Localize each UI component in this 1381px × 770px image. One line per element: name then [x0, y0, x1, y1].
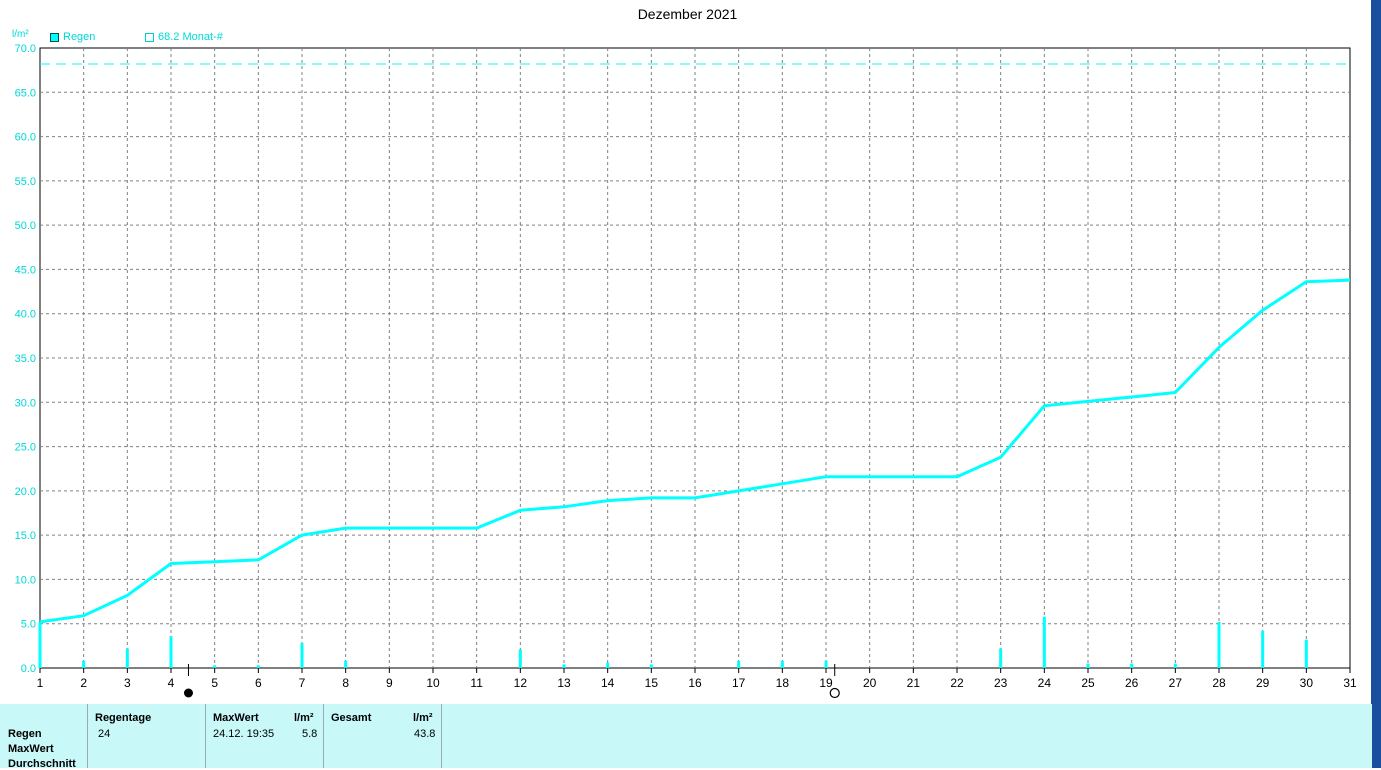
y-axis-unit: l/m²	[12, 29, 29, 40]
daily-rain-bar	[649, 664, 653, 668]
row-label-maxwert: MaxWert	[8, 743, 54, 755]
maxwert-date: 24.12. 19:35	[213, 728, 275, 740]
x-tick-label: 25	[1081, 676, 1095, 690]
daily-rain-bar	[300, 643, 304, 668]
daily-rain-bar	[1261, 630, 1265, 668]
daily-rain-bar	[1304, 639, 1308, 668]
x-tick-label: 19	[819, 676, 833, 690]
x-tick-label: 9	[386, 676, 393, 690]
rain-chart: 0.0 5.0 10.0 15.0 20.0 25.0 30.0 35.0 40.0 45.0 50…	[12, 29, 1357, 699]
daily-rain-bar	[256, 665, 260, 668]
x-tick-label: 12	[514, 676, 528, 690]
x-tick-label: 23	[994, 676, 1008, 690]
maxwert-value: 5.8	[302, 728, 318, 740]
x-tick-label: 30	[1300, 676, 1314, 690]
x-tick-label: 18	[776, 676, 790, 690]
x-tick-label: 22	[950, 676, 964, 690]
regentage-header: Regentage	[95, 712, 152, 724]
x-tick-label: 17	[732, 676, 746, 690]
daily-rain-bar	[82, 660, 86, 668]
x-tick-label: 15	[645, 676, 659, 690]
legend-label-regen: Regen	[63, 31, 96, 43]
maxwert-header: MaxWert	[213, 712, 259, 724]
x-tick-label: 6	[255, 676, 262, 690]
daily-rain-bar	[606, 662, 610, 668]
x-tick-label: 10	[426, 676, 440, 690]
x-tick-label: 28	[1212, 676, 1226, 690]
x-tick-label: 11	[470, 676, 483, 690]
y-tick-label: 30.0	[15, 397, 36, 409]
x-tick-label: 21	[907, 676, 921, 690]
daily-rain-bar	[1130, 663, 1134, 668]
x-tick-label: 14	[601, 676, 615, 690]
daily-rain-bar	[518, 649, 522, 668]
x-tick-label: 31	[1343, 676, 1357, 690]
gesamt-header: Gesamt	[331, 712, 372, 724]
chart-title: Dezember 2021	[637, 6, 738, 22]
y-tick-label: 40.0	[15, 309, 36, 321]
gesamt-value: 43.8	[414, 728, 436, 740]
x-tick-label: 29	[1256, 676, 1270, 690]
cumulative-rain-line	[39, 278, 1351, 624]
row-label-regen: Regen	[8, 728, 42, 740]
daily-rain-bar	[125, 648, 129, 668]
legend-swatch-filled	[50, 32, 59, 42]
legend-item-monat: 68.2 Monat-#	[145, 31, 223, 43]
daily-rain-bar	[824, 660, 828, 668]
daily-rain-bar	[1173, 663, 1177, 668]
legend-label-monat: 68.2 Monat-#	[158, 31, 223, 43]
y-tick-label: 5.0	[21, 619, 36, 631]
new-moon-icon	[829, 687, 840, 699]
y-tick-label: 25.0	[15, 442, 36, 454]
x-tick-label: 27	[1169, 676, 1183, 690]
x-tick-label: 5	[211, 676, 218, 690]
row-label-durchschnitt: Durchschnitt	[8, 758, 76, 770]
y-tick-label: 55.0	[15, 176, 36, 188]
y-tick-label: 65.0	[15, 87, 36, 99]
daily-rain-bar	[169, 636, 173, 668]
y-tick-label: 35.0	[15, 353, 36, 365]
x-tick-label: 3	[124, 676, 131, 690]
y-tick-label: 70.0	[15, 43, 36, 55]
legend-item-regen: Regen	[50, 31, 95, 43]
y-tick-label: 0.0	[21, 663, 36, 675]
background-window-strip	[1371, 0, 1381, 768]
x-tick-label: 2	[80, 676, 87, 690]
y-tick-label: 20.0	[15, 486, 36, 498]
daily-rain-bar	[38, 621, 42, 668]
daily-rain-bar	[999, 648, 1003, 668]
x-tick-label: 26	[1125, 676, 1139, 690]
daily-rain-bar	[737, 660, 741, 668]
daily-rain-bar	[1042, 616, 1046, 668]
regentage-value: 24	[98, 728, 111, 740]
y-tick-label: 45.0	[15, 264, 36, 276]
x-tick-label: 1	[37, 676, 44, 690]
y-tick-label: 15.0	[15, 530, 36, 542]
daily-rain-bar	[562, 664, 566, 668]
maxwert-unit: l/m²	[294, 712, 314, 724]
x-tick-label: 13	[557, 676, 571, 690]
x-tick-label: 16	[688, 676, 702, 690]
summary-panel: Regen MaxWert Durchschnitt Regentage 24 …	[0, 704, 1372, 770]
gesamt-unit: l/m²	[413, 712, 433, 724]
y-tick-label: 60.0	[15, 132, 36, 144]
full-moon-icon	[183, 688, 193, 698]
x-tick-label: 7	[299, 676, 306, 690]
daily-rain-bar	[780, 660, 784, 668]
x-tick-label: 4	[168, 676, 175, 690]
x-tick-label: 24	[1038, 676, 1052, 690]
daily-rain-bar	[1086, 663, 1090, 668]
legend-swatch-empty	[145, 32, 154, 42]
daily-rain-bar	[344, 660, 348, 668]
x-tick-label: 8	[342, 676, 349, 690]
daily-rain-bar	[213, 665, 217, 668]
y-tick-label: 50.0	[15, 220, 36, 232]
x-tick-label: 20	[863, 676, 877, 690]
y-tick-label: 10.0	[15, 574, 36, 586]
daily-rain-bar	[1217, 621, 1221, 668]
